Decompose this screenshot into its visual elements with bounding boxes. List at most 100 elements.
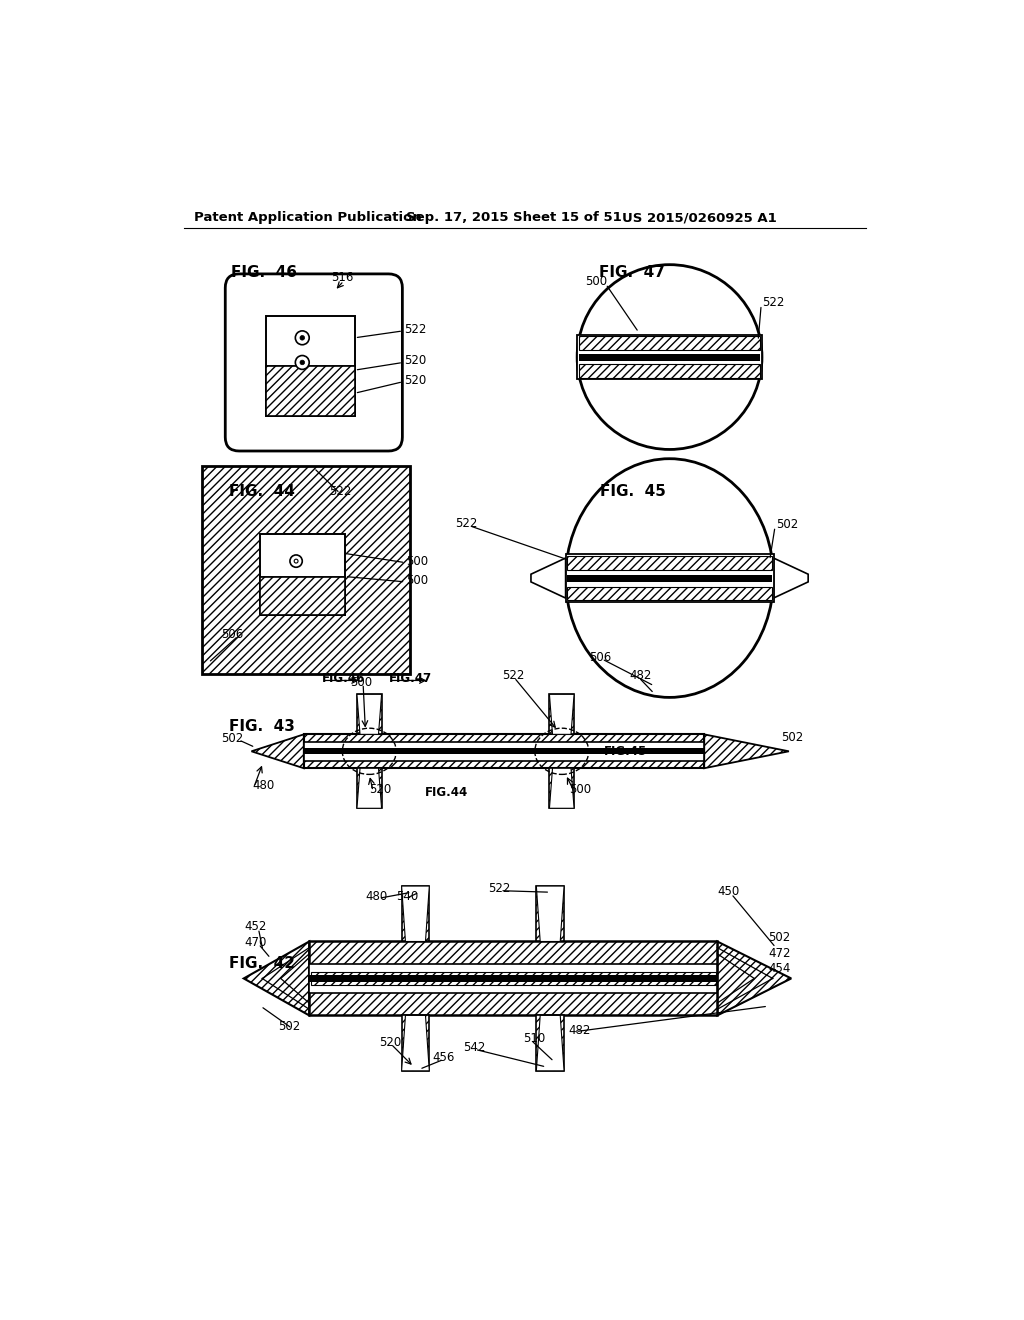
Bar	[579, 337, 761, 350]
Bar	[578, 335, 762, 379]
Text: 500: 500	[585, 275, 607, 288]
Bar	[567, 556, 772, 570]
Text: 502: 502	[279, 1020, 301, 1034]
Text: 540: 540	[396, 890, 419, 903]
Text: 522: 522	[330, 484, 351, 498]
Text: 456: 456	[432, 1051, 455, 1064]
Text: 500: 500	[407, 574, 428, 587]
Circle shape	[295, 331, 309, 345]
Text: FIG.  43: FIG. 43	[229, 719, 295, 734]
Text: FIG.  42: FIG. 42	[229, 956, 295, 970]
Circle shape	[300, 335, 304, 341]
Text: Sheet 15 of 51: Sheet 15 of 51	[513, 211, 622, 224]
Bar	[565, 554, 773, 602]
Text: 500: 500	[407, 554, 428, 568]
Circle shape	[294, 560, 298, 564]
Polygon shape	[401, 1015, 429, 1071]
Text: 522: 522	[502, 668, 524, 681]
Circle shape	[295, 355, 309, 370]
Bar	[567, 586, 772, 601]
Bar	[309, 975, 717, 982]
Polygon shape	[401, 886, 429, 941]
Bar	[309, 964, 717, 993]
Text: FIG.  44: FIG. 44	[229, 483, 295, 499]
Polygon shape	[705, 734, 788, 768]
Polygon shape	[357, 768, 382, 808]
Bar	[260, 577, 345, 615]
Text: 480: 480	[366, 890, 388, 903]
Bar	[550, 768, 574, 808]
Text: 472: 472	[768, 946, 791, 960]
Bar	[304, 742, 705, 760]
Bar	[550, 694, 574, 734]
Text: 500: 500	[350, 676, 372, 689]
Bar	[579, 364, 761, 378]
Bar	[266, 367, 354, 416]
Text: FIG.  45: FIG. 45	[600, 483, 667, 499]
Circle shape	[290, 554, 302, 568]
Text: 470: 470	[245, 936, 267, 949]
Text: FIG.  47: FIG. 47	[599, 265, 665, 280]
Text: 452: 452	[245, 920, 267, 933]
Text: FIG.45: FIG.45	[604, 744, 647, 758]
Text: 450: 450	[717, 884, 739, 898]
Bar	[202, 466, 410, 675]
Polygon shape	[550, 768, 574, 808]
Text: Sep. 17, 2015: Sep. 17, 2015	[407, 211, 509, 224]
Circle shape	[300, 360, 304, 364]
Text: 522: 522	[456, 517, 478, 529]
Text: 480: 480	[252, 779, 274, 792]
Bar	[567, 576, 772, 582]
Bar	[304, 748, 705, 755]
Bar	[401, 1015, 429, 1071]
Text: 502: 502	[221, 731, 244, 744]
Bar	[266, 317, 354, 416]
Text: 506: 506	[589, 651, 611, 664]
Text: 522: 522	[488, 882, 511, 895]
Text: 502: 502	[781, 731, 804, 744]
Polygon shape	[773, 558, 808, 598]
Polygon shape	[357, 694, 382, 734]
Text: FIG.47: FIG.47	[388, 672, 432, 685]
Text: 520: 520	[379, 1036, 401, 1049]
Bar	[401, 886, 429, 941]
Polygon shape	[717, 941, 792, 1015]
Text: 516: 516	[331, 271, 353, 284]
Ellipse shape	[565, 459, 773, 697]
Bar	[304, 734, 705, 768]
Text: 502: 502	[768, 931, 791, 944]
Polygon shape	[252, 734, 304, 768]
Text: 542: 542	[463, 1041, 485, 1055]
Polygon shape	[537, 886, 564, 941]
Bar	[310, 973, 716, 985]
Bar	[357, 694, 382, 734]
Text: US 2015/0260925 A1: US 2015/0260925 A1	[622, 211, 776, 224]
Text: FIG.  46: FIG. 46	[230, 265, 297, 280]
Bar	[260, 535, 345, 615]
Text: 520: 520	[403, 374, 426, 387]
Text: 454: 454	[768, 962, 791, 975]
Bar	[537, 886, 564, 941]
Polygon shape	[244, 941, 309, 1015]
Text: FIG.46: FIG.46	[322, 672, 365, 685]
Text: 482: 482	[630, 668, 652, 681]
Bar	[579, 354, 761, 360]
Text: 520: 520	[403, 354, 426, 367]
Text: 510: 510	[523, 1032, 546, 1045]
Polygon shape	[550, 694, 574, 734]
Text: 506: 506	[221, 628, 244, 640]
Text: 520: 520	[370, 783, 391, 796]
FancyBboxPatch shape	[225, 275, 402, 451]
Polygon shape	[531, 558, 565, 598]
Text: 500: 500	[569, 783, 592, 796]
Circle shape	[578, 264, 762, 450]
Bar	[537, 1015, 564, 1071]
Text: 522: 522	[762, 296, 784, 309]
Bar	[357, 768, 382, 808]
Text: 522: 522	[403, 323, 426, 335]
Text: 482: 482	[568, 1023, 590, 1036]
Bar	[309, 941, 717, 1015]
Text: Patent Application Publication: Patent Application Publication	[195, 211, 422, 224]
Text: 502: 502	[776, 517, 798, 531]
Text: FIG.44: FIG.44	[425, 785, 468, 799]
